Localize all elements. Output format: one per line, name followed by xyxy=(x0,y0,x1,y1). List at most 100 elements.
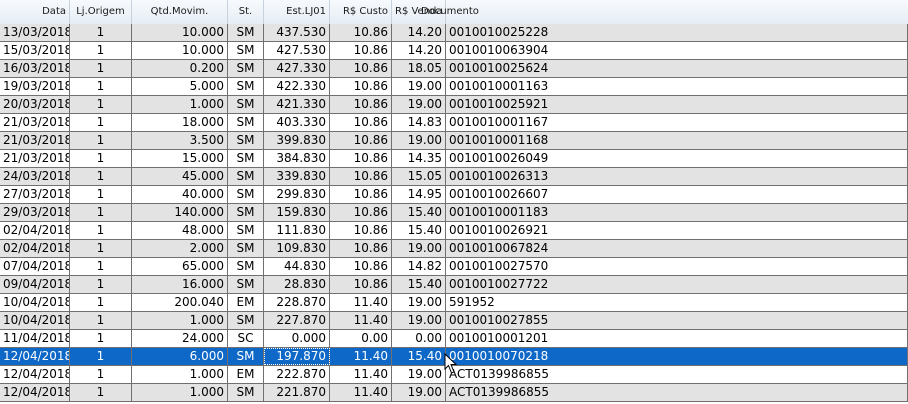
cell-st[interactable]: SM xyxy=(228,204,264,221)
table-row[interactable]: 27/03/2018 1 40.000 SM 299.830 10.86 14.95 0010… xyxy=(0,186,908,204)
cell-venda[interactable]: 15.40 xyxy=(392,276,446,293)
cell-st[interactable]: EM xyxy=(228,294,264,311)
table-row[interactable]: 13/03/2018 1 10.000 SM 437.530 10.86 14.20 0010… xyxy=(0,24,908,42)
table-row[interactable]: 11/04/2018 1 24.000 SC 0.000 0.00 0.00 00100100… xyxy=(0,330,908,348)
cell-venda[interactable]: 19.00 xyxy=(392,240,446,257)
cell-data[interactable]: 16/03/2018 xyxy=(0,60,70,77)
table-row[interactable]: 15/03/2018 1 10.000 SM 427.530 10.86 14.20 0010… xyxy=(0,42,908,60)
cell-custo[interactable]: 10.86 xyxy=(330,60,392,77)
table-row[interactable]: 19/03/2018 1 5.000 SM 422.330 10.86 19.00 00100… xyxy=(0,78,908,96)
cell-custo[interactable]: 11.40 xyxy=(330,312,392,329)
cell-custo[interactable]: 11.40 xyxy=(330,348,392,365)
cell-data[interactable]: 09/04/2018 xyxy=(0,276,70,293)
cell-est-lj01[interactable]: 421.330 xyxy=(264,96,330,113)
cell-data[interactable]: 27/03/2018 xyxy=(0,186,70,203)
cell-est-lj01[interactable]: 384.830 xyxy=(264,150,330,167)
cell-st[interactable]: SM xyxy=(228,114,264,131)
cell-lj-origem[interactable]: 1 xyxy=(70,330,132,347)
cell-est-lj01[interactable]: 403.330 xyxy=(264,114,330,131)
cell-st[interactable]: SM xyxy=(228,168,264,185)
cell-documento[interactable]: 0010010026921 xyxy=(446,222,908,239)
cell-st[interactable]: SM xyxy=(228,96,264,113)
cell-venda[interactable]: 19.00 xyxy=(392,78,446,95)
table-row[interactable]: 21/03/2018 1 15.000 SM 384.830 10.86 14.35 0010… xyxy=(0,150,908,168)
table-row[interactable]: 10/04/2018 1 1.000 SM 227.870 11.40 19.00 00100… xyxy=(0,312,908,330)
cell-documento[interactable]: 0010010001201 xyxy=(446,330,908,347)
cell-est-lj01[interactable]: 227.870 xyxy=(264,312,330,329)
cell-venda[interactable]: 0.00 xyxy=(392,330,446,347)
cell-est-lj01[interactable]: 228.870 xyxy=(264,294,330,311)
cell-custo[interactable]: 10.86 xyxy=(330,150,392,167)
cell-data[interactable]: 21/03/2018 xyxy=(0,132,70,149)
cell-custo[interactable]: 10.86 xyxy=(330,222,392,239)
cell-documento[interactable]: 0010010070218 xyxy=(446,348,908,365)
cell-st[interactable]: SM xyxy=(228,150,264,167)
cell-custo[interactable]: 10.86 xyxy=(330,114,392,131)
cell-st[interactable]: SC xyxy=(228,330,264,347)
cell-st[interactable]: SM xyxy=(228,384,264,401)
column-header-est-lj01[interactable]: Est.LJ01 xyxy=(264,0,330,24)
cell-qtd-movim[interactable]: 3.500 xyxy=(132,132,228,149)
cell-custo[interactable]: 0.00 xyxy=(330,330,392,347)
cell-lj-origem[interactable]: 1 xyxy=(70,294,132,311)
cell-venda[interactable]: 14.82 xyxy=(392,258,446,275)
cell-qtd-movim[interactable]: 6.000 xyxy=(132,348,228,365)
cell-custo[interactable]: 10.86 xyxy=(330,204,392,221)
cell-documento[interactable]: 0010010027855 xyxy=(446,312,908,329)
cell-est-lj01[interactable]: 222.870 xyxy=(264,366,330,383)
cell-custo[interactable]: 10.86 xyxy=(330,42,392,59)
cell-data[interactable]: 20/03/2018 xyxy=(0,96,70,113)
cell-data[interactable]: 07/04/2018 xyxy=(0,258,70,275)
cell-st[interactable]: SM xyxy=(228,186,264,203)
cell-lj-origem[interactable]: 1 xyxy=(70,24,132,41)
cell-lj-origem[interactable]: 1 xyxy=(70,258,132,275)
table-row[interactable]: 02/04/2018 1 2.000 SM 109.830 10.86 19.00 00100… xyxy=(0,240,908,258)
cell-data[interactable]: 02/04/2018 xyxy=(0,222,70,239)
cell-st[interactable]: SM xyxy=(228,312,264,329)
cell-lj-origem[interactable]: 1 xyxy=(70,42,132,59)
cell-data[interactable]: 29/03/2018 xyxy=(0,204,70,221)
cell-venda[interactable]: 14.35 xyxy=(392,150,446,167)
cell-data[interactable]: 15/03/2018 xyxy=(0,42,70,59)
cell-custo[interactable]: 11.40 xyxy=(330,294,392,311)
cell-venda[interactable]: 14.20 xyxy=(392,42,446,59)
cell-documento[interactable]: 0010010025921 xyxy=(446,96,908,113)
cell-est-lj01[interactable]: 399.830 xyxy=(264,132,330,149)
column-header-qtd-movim[interactable]: Qtd.Movim. xyxy=(132,0,228,24)
cell-custo[interactable]: 10.86 xyxy=(330,276,392,293)
cell-est-lj01[interactable]: 339.830 xyxy=(264,168,330,185)
cell-documento[interactable]: 0010010026607 xyxy=(446,186,908,203)
cell-documento[interactable]: 0010010026049 xyxy=(446,150,908,167)
cell-data[interactable]: 02/04/2018 xyxy=(0,240,70,257)
cell-venda[interactable]: 19.00 xyxy=(392,96,446,113)
cell-qtd-movim[interactable]: 1.000 xyxy=(132,366,228,383)
cell-qtd-movim[interactable]: 16.000 xyxy=(132,276,228,293)
cell-lj-origem[interactable]: 1 xyxy=(70,60,132,77)
cell-custo[interactable]: 10.86 xyxy=(330,132,392,149)
cell-documento[interactable]: 591952 xyxy=(446,294,908,311)
cell-lj-origem[interactable]: 1 xyxy=(70,132,132,149)
table-row[interactable]: 12/04/2018 1 1.000 EM 222.870 11.40 19.00 ACT01… xyxy=(0,366,908,384)
column-header-custo[interactable]: R$ Custo xyxy=(330,0,392,24)
cell-data[interactable]: 11/04/2018 xyxy=(0,330,70,347)
cell-st[interactable]: SM xyxy=(228,42,264,59)
cell-lj-origem[interactable]: 1 xyxy=(70,222,132,239)
cell-documento[interactable]: 0010010001163 xyxy=(446,78,908,95)
cell-st[interactable]: SM xyxy=(228,348,264,365)
cell-data[interactable]: 12/04/2018 xyxy=(0,366,70,383)
cell-custo[interactable]: 10.86 xyxy=(330,258,392,275)
cell-data[interactable]: 12/04/2018 xyxy=(0,384,70,401)
cell-documento[interactable]: 0010010067824 xyxy=(446,240,908,257)
cell-qtd-movim[interactable]: 140.000 xyxy=(132,204,228,221)
cell-qtd-movim[interactable]: 0.200 xyxy=(132,60,228,77)
cell-venda[interactable]: 14.20 xyxy=(392,24,446,41)
cell-est-lj01[interactable]: 0.000 xyxy=(264,330,330,347)
cell-documento[interactable]: 0010010027722 xyxy=(446,276,908,293)
cell-venda[interactable]: 18.05 xyxy=(392,60,446,77)
cell-lj-origem[interactable]: 1 xyxy=(70,114,132,131)
cell-documento[interactable]: 0010010001183 xyxy=(446,204,908,221)
table-row[interactable]: 24/03/2018 1 45.000 SM 339.830 10.86 15.05 0010… xyxy=(0,168,908,186)
cell-lj-origem[interactable]: 1 xyxy=(70,186,132,203)
cell-qtd-movim[interactable]: 1.000 xyxy=(132,384,228,401)
cell-custo[interactable]: 10.86 xyxy=(330,96,392,113)
